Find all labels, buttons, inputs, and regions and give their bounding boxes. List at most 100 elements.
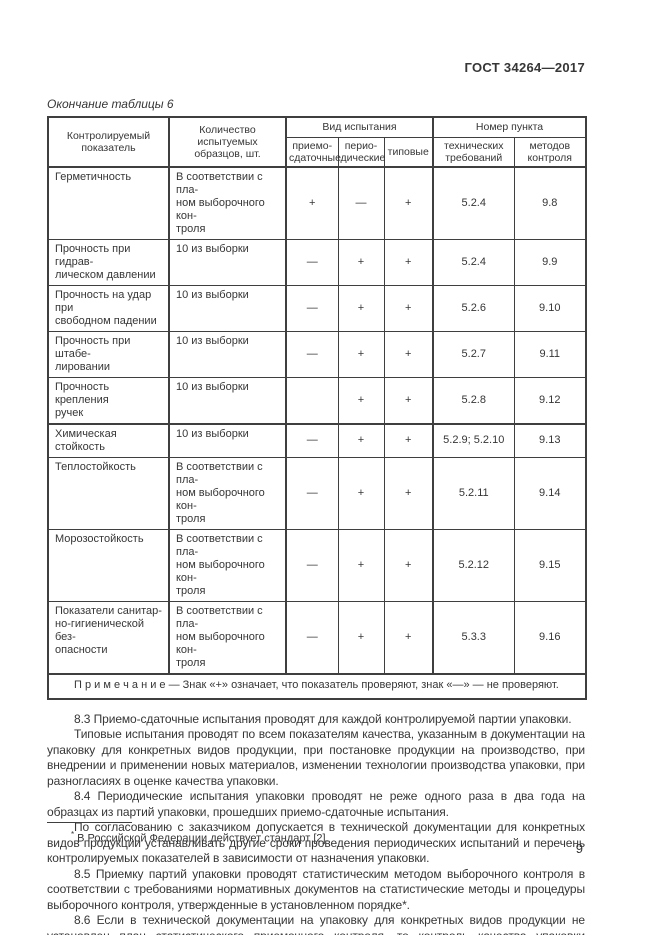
cell-periodic-test: + bbox=[337, 456, 385, 530]
cell-indicator: Прочность при гидрав- лическом давлении bbox=[47, 238, 170, 286]
cell-indicator: Прочность крепления ручек bbox=[47, 376, 170, 424]
header-periodic: перио- дические bbox=[337, 136, 385, 167]
cell-tech-clause: 5.3.3 bbox=[432, 600, 515, 674]
cell-periodic-test: + bbox=[337, 238, 385, 286]
cell-tech-clause: 5.2.7 bbox=[432, 330, 515, 378]
cell-periodic-test: + bbox=[337, 600, 385, 674]
cell-sample-count: 10 из выборки bbox=[168, 284, 287, 332]
cell-indicator: Прочность при штабе- лировании bbox=[47, 330, 170, 378]
cell-method-clause: 9.13 bbox=[513, 422, 587, 458]
cell-periodic-test: — bbox=[337, 165, 385, 240]
cell-tech-clause: 5.2.4 bbox=[432, 238, 515, 286]
cell-method-clause: 9.9 bbox=[513, 238, 587, 286]
cell-type-test: + bbox=[383, 422, 434, 458]
header-method-clause: методов контроля bbox=[513, 136, 587, 167]
cell-periodic-test: + bbox=[337, 422, 385, 458]
table-row: Прочность крепления ручек 10 из выборки … bbox=[47, 376, 587, 424]
cell-type-test: + bbox=[383, 376, 434, 424]
cell-periodic-test: + bbox=[337, 330, 385, 378]
table-row: Герметичность В соответствии с пла- ном … bbox=[47, 165, 587, 240]
test-requirements-table: Контролируемый показатель Количество исп… bbox=[47, 116, 587, 700]
cell-acceptance-test: — bbox=[285, 238, 339, 286]
paragraph-8-3: 8.3 Приемо-сдаточные испытания проводят … bbox=[74, 711, 572, 726]
table-row: Прочность при штабе- лировании 10 из выб… bbox=[47, 330, 587, 378]
cell-method-clause: 9.16 bbox=[513, 600, 587, 674]
header-acceptance: приемо- сдаточные bbox=[285, 136, 341, 167]
cell-tech-clause: 5.2.6 bbox=[432, 284, 515, 332]
footnote-text: * В Российской Федерации действует станда… bbox=[47, 828, 585, 846]
paragraph-8-5: 8.5 Приемку партий упаковки проводят ста… bbox=[47, 866, 585, 912]
paragraph-type-tests: Типовые испытания проводят по всем показ… bbox=[47, 727, 585, 788]
cell-method-clause: 9.8 bbox=[513, 165, 587, 240]
cell-indicator: Химическая стойкость bbox=[47, 422, 170, 458]
cell-type-test: + bbox=[383, 330, 434, 378]
header-samples: Количество испытуемых образцов, шт. bbox=[168, 116, 287, 167]
cell-method-clause: 9.10 bbox=[513, 284, 587, 332]
table-row: Теплостойкость В соответствии с пла- ном… bbox=[47, 456, 587, 530]
cell-sample-count: В соответствии с пла- ном выборочного ко… bbox=[168, 456, 287, 530]
cell-acceptance-test: — bbox=[285, 456, 339, 530]
header-indicator: Контролируемый показатель bbox=[47, 116, 170, 167]
table-row: Прочность при гидрав- лическом давлении … bbox=[47, 238, 587, 286]
footnote-divider bbox=[47, 822, 132, 823]
cell-acceptance-test: — bbox=[285, 528, 339, 602]
header-test-type-group: Вид испытания bbox=[285, 116, 434, 138]
cell-periodic-test: + bbox=[337, 376, 385, 424]
footnote-block: * В Российской Федерации действует станда… bbox=[47, 822, 585, 846]
header-sub-row: приемо- сдаточные перио- дические типовы… bbox=[48, 136, 587, 167]
table-row: Показатели санитар- но-гигиенической без… bbox=[47, 600, 587, 674]
cell-method-clause: 9.15 bbox=[513, 528, 587, 602]
cell-sample-count: 10 из выборки bbox=[168, 376, 287, 424]
header-tech-clause: технических требований bbox=[432, 136, 515, 167]
cell-tech-clause: 5.2.11 bbox=[432, 456, 515, 530]
cell-indicator: Морозостойкость bbox=[47, 528, 170, 602]
paragraph-customer-agreement: По согласованию с заказчиком допускается… bbox=[47, 820, 585, 865]
page-number: 9 bbox=[575, 841, 583, 856]
cell-type-test: + bbox=[383, 600, 434, 674]
body-text-section: 8.3 Приемо-сдаточные испытания проводят … bbox=[47, 712, 585, 935]
cell-method-clause: 9.12 bbox=[513, 376, 587, 424]
header-group-row: Контролируемый показатель Количество исп… bbox=[47, 116, 587, 167]
cell-acceptance-test: + bbox=[285, 165, 339, 240]
cell-indicator: Прочность на удар при свободном падении bbox=[47, 284, 170, 332]
cell-sample-count: 10 из выборки bbox=[168, 422, 287, 458]
cell-sample-count: В соответствии с пла- ном выборочного ко… bbox=[168, 165, 287, 240]
cell-tech-clause: 5.2.8 bbox=[432, 376, 515, 424]
header-type: типовые bbox=[383, 136, 434, 167]
cell-periodic-test: + bbox=[337, 528, 385, 602]
footnote-marker: * bbox=[71, 830, 75, 839]
cell-tech-clause: 5.2.12 bbox=[432, 528, 515, 602]
cell-acceptance-test bbox=[285, 376, 339, 424]
cell-indicator: Теплостойкость bbox=[47, 456, 170, 530]
cell-acceptance-test: — bbox=[285, 284, 339, 332]
cell-tech-clause: 5.2.4 bbox=[432, 165, 515, 240]
document-code: ГОСТ 34264—2017 bbox=[464, 60, 585, 75]
header-clause-group: Номер пункта bbox=[432, 116, 587, 138]
table-row: Химическая стойкость 10 из выборки — + +… bbox=[47, 422, 587, 458]
cell-type-test: + bbox=[383, 165, 434, 240]
cell-sample-count: 10 из выборки bbox=[168, 330, 287, 378]
cell-acceptance-test: — bbox=[285, 330, 339, 378]
cell-indicator: Показатели санитар- но-гигиенической без… bbox=[47, 600, 170, 674]
cell-type-test: + bbox=[383, 284, 434, 332]
table-row: Морозостойкость В соответствии с пла- но… bbox=[47, 528, 587, 602]
cell-indicator: Герметичность bbox=[47, 165, 170, 240]
table-caption: Окончание таблицы 6 bbox=[47, 97, 174, 111]
cell-sample-count: 10 из выборки bbox=[168, 238, 287, 286]
paragraph-8-6: 8.6 Если в технической документации на у… bbox=[47, 913, 585, 935]
cell-acceptance-test: — bbox=[285, 422, 339, 458]
cell-sample-count: В соответствии с пла- ном выборочного ко… bbox=[168, 528, 287, 602]
footnote-body: В Российской Федерации действует стандар… bbox=[77, 832, 329, 845]
cell-method-clause: 9.11 bbox=[513, 330, 587, 378]
cell-method-clause: 9.14 bbox=[513, 456, 587, 530]
cell-sample-count: В соответствии с пла- ном выборочного ко… bbox=[168, 600, 287, 674]
paragraph-8-4: 8.4 Периодические испытания упаковки про… bbox=[47, 789, 585, 819]
cell-tech-clause: 5.2.9; 5.2.10 bbox=[432, 422, 515, 458]
table-note: П р и м е ч а н и е — Знак «+» означает,… bbox=[47, 672, 587, 699]
table-row: Прочность на удар при свободном падении … bbox=[47, 284, 587, 332]
table-note-row: П р и м е ч а н и е — Знак «+» означает,… bbox=[47, 672, 587, 699]
cell-acceptance-test: — bbox=[285, 600, 339, 674]
cell-periodic-test: + bbox=[337, 284, 385, 332]
cell-type-test: + bbox=[383, 456, 434, 530]
